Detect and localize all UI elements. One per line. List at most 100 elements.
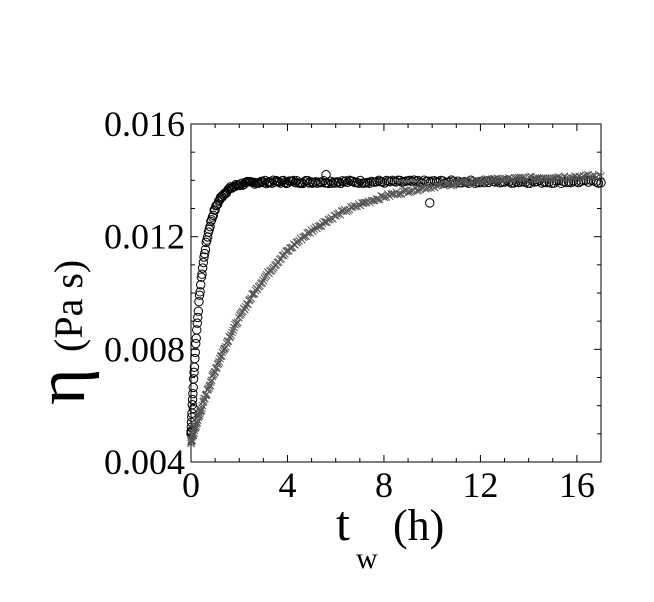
data-point	[187, 400, 197, 410]
data-point	[477, 177, 486, 186]
data-point	[214, 359, 223, 368]
data-point	[556, 173, 565, 182]
data-point	[308, 227, 317, 236]
data-point	[423, 184, 432, 192]
data-point	[205, 221, 215, 232]
data-point	[372, 194, 381, 203]
data-point	[230, 323, 238, 332]
data-point	[259, 276, 268, 285]
data-point	[581, 175, 591, 185]
data-point	[188, 388, 198, 399]
data-point	[194, 296, 204, 307]
data-point	[229, 326, 237, 335]
y-tick-label: 0.008	[104, 329, 185, 369]
data-point	[491, 174, 499, 183]
x-tick-label: 12	[462, 465, 498, 505]
data-point	[188, 382, 198, 393]
data-point	[414, 186, 423, 195]
series-cross	[187, 170, 605, 448]
data-point	[200, 248, 210, 259]
y-axis-label-unit: (Pa s)	[46, 260, 91, 352]
data-point	[594, 170, 603, 179]
series-circle	[186, 170, 606, 439]
data-point	[240, 305, 249, 314]
x-tick-label: 16	[559, 465, 595, 505]
data-point	[566, 173, 575, 182]
data-point	[226, 333, 235, 341]
data-point	[211, 367, 220, 376]
data-point	[195, 287, 205, 297]
data-point	[253, 285, 262, 294]
data-point	[393, 190, 402, 199]
data-point	[372, 176, 382, 187]
data-point	[387, 189, 396, 198]
data-point	[399, 187, 407, 195]
data-point	[202, 232, 213, 242]
data-point	[234, 313, 243, 322]
data-point	[198, 257, 209, 268]
data-point	[192, 325, 202, 335]
data-point	[206, 216, 216, 227]
data-point	[193, 306, 204, 316]
data-point	[197, 404, 206, 413]
data-point	[320, 217, 329, 226]
data-point	[596, 178, 606, 188]
data-point	[188, 374, 199, 384]
data-point	[242, 300, 251, 309]
data-point	[215, 357, 224, 366]
x-tick-label: 4	[278, 465, 296, 505]
data-point	[362, 177, 373, 188]
data-point	[391, 177, 401, 187]
data-point	[192, 318, 202, 328]
data-point	[258, 278, 267, 287]
x-tick-label: 0	[182, 465, 200, 505]
data-point	[187, 394, 198, 405]
data-point	[189, 367, 199, 377]
data-point	[481, 175, 490, 184]
data-point	[597, 171, 605, 180]
data-point	[487, 176, 496, 185]
data-point	[233, 318, 242, 327]
data-point	[228, 328, 237, 337]
data-point	[275, 178, 286, 188]
data-point	[206, 381, 215, 390]
data-point	[496, 176, 505, 185]
data-point	[274, 258, 283, 266]
x-axis-label-unit: (h)	[393, 501, 444, 550]
data-point	[460, 176, 469, 185]
data-point	[425, 198, 435, 208]
axis-ticks: 0 4 8 12 16 0.004 0.008 0.012 0.016	[104, 104, 601, 505]
data-point	[581, 171, 590, 180]
data-point	[314, 222, 323, 231]
data-point	[525, 178, 535, 188]
data-point	[359, 199, 368, 208]
x-axis-label-subscript: w	[356, 542, 378, 575]
data-point	[227, 331, 236, 340]
data-point	[492, 174, 501, 183]
data-point	[280, 177, 290, 188]
data-point	[353, 178, 364, 188]
data-point	[291, 175, 302, 186]
data-series	[186, 170, 606, 448]
y-axis-label-symbol: η	[23, 368, 100, 405]
data-point	[200, 244, 211, 255]
data-point	[210, 205, 220, 215]
data-point	[193, 312, 203, 323]
data-point	[217, 351, 226, 360]
data-point	[194, 290, 205, 300]
data-point	[321, 170, 331, 180]
data-point	[189, 430, 198, 439]
data-point	[187, 412, 197, 422]
y-tick-label: 0.004	[104, 442, 185, 482]
data-point	[199, 252, 209, 262]
data-point	[196, 280, 206, 290]
y-tick-label: 0.012	[104, 217, 185, 257]
data-point	[282, 178, 293, 188]
data-point	[441, 179, 450, 188]
data-point	[212, 363, 221, 372]
data-point	[348, 176, 358, 186]
y-tick-label: 0.016	[104, 104, 185, 144]
data-point	[579, 172, 588, 180]
data-point	[191, 333, 201, 343]
data-point	[290, 177, 300, 188]
